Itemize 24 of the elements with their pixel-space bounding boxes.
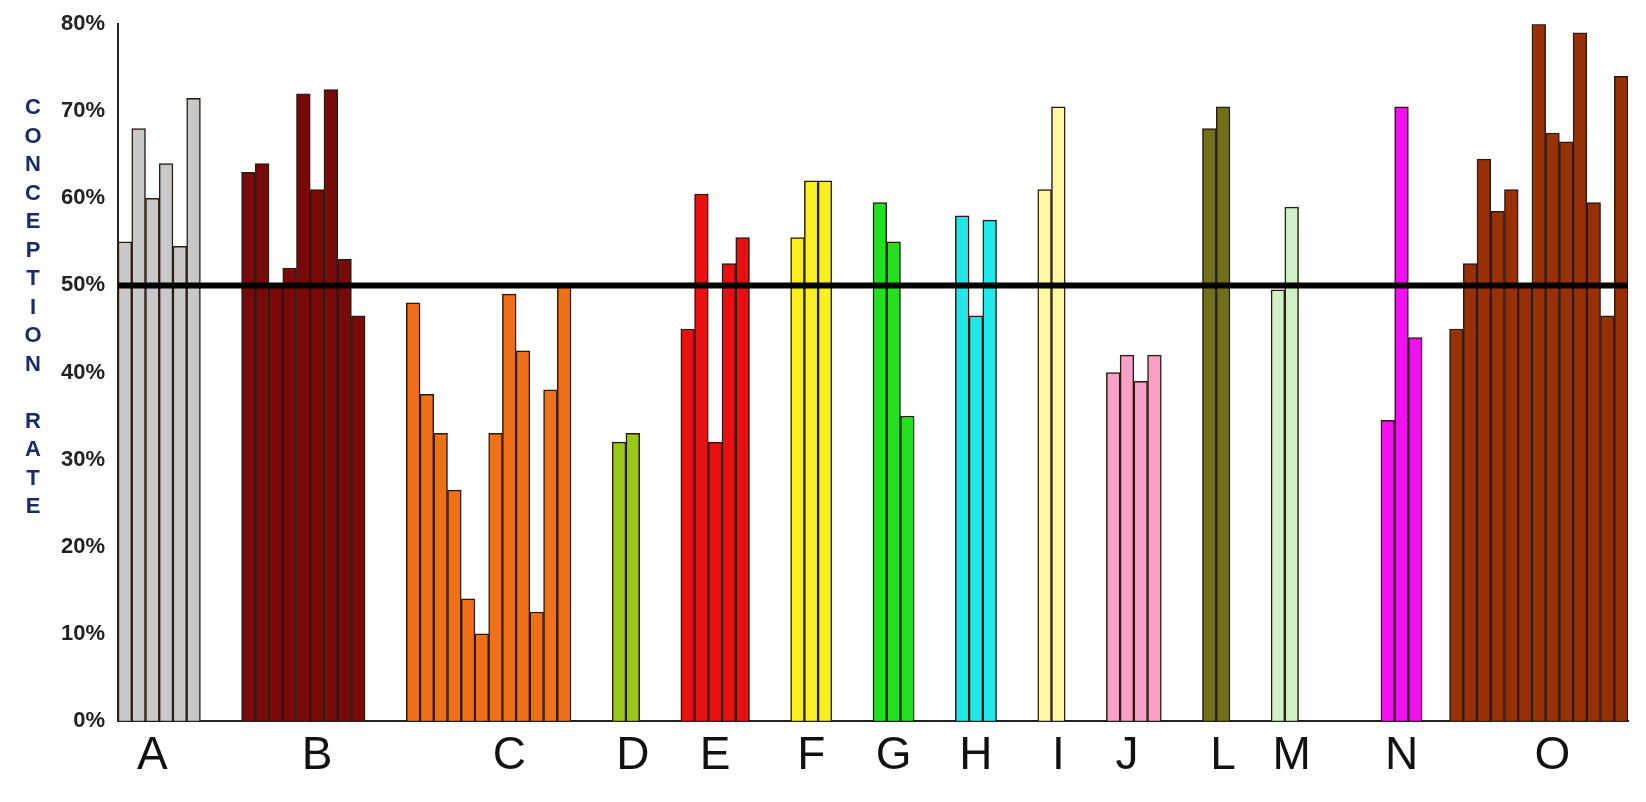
- x-tick-label: I: [1051, 727, 1065, 780]
- y-tick-label: 50%: [60, 271, 106, 297]
- y-tick-label: 40%: [60, 358, 106, 384]
- y-tick-label: 30%: [60, 445, 106, 471]
- x-tick-label: L: [1210, 727, 1236, 780]
- y-tick-label: 20%: [60, 532, 106, 558]
- y-tick-label: 10%: [60, 619, 106, 645]
- x-tick-label: J: [1115, 727, 1139, 780]
- x-tick-label: A: [137, 727, 169, 780]
- x-tick-label: H: [959, 727, 993, 780]
- y-tick-label: 0%: [73, 706, 106, 732]
- x-tick-label: D: [616, 727, 650, 780]
- y-tick-label: 70%: [60, 97, 106, 123]
- y-tick-label: 60%: [60, 184, 106, 210]
- x-tick-label: B: [301, 727, 333, 780]
- x-tick-label: C: [492, 727, 526, 780]
- x-tick-label: N: [1384, 727, 1419, 780]
- x-tick-label: M: [1272, 727, 1311, 780]
- text: CONCEPTION RATE: [24, 94, 42, 518]
- x-tick-label: O: [1534, 727, 1571, 780]
- x-tick-label: G: [875, 727, 912, 780]
- y-tick-label: 80%: [60, 10, 106, 36]
- x-tick-label: E: [699, 727, 731, 780]
- x-tick-label: F: [797, 727, 826, 780]
